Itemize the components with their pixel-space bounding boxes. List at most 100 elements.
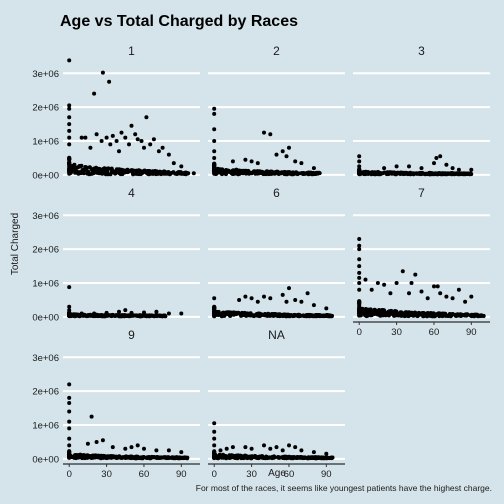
data-point bbox=[387, 309, 392, 314]
data-point bbox=[467, 171, 472, 176]
data-point bbox=[166, 311, 171, 316]
data-point bbox=[67, 312, 72, 317]
data-point bbox=[305, 291, 310, 296]
data-point bbox=[129, 123, 134, 128]
data-point bbox=[369, 313, 374, 318]
data-point bbox=[268, 446, 273, 451]
data-point bbox=[295, 171, 300, 176]
facet-2: 2 bbox=[208, 44, 345, 177]
data-point bbox=[103, 167, 108, 172]
data-point bbox=[212, 312, 217, 317]
data-point bbox=[142, 168, 147, 173]
data-point bbox=[377, 311, 382, 316]
data-point bbox=[322, 456, 327, 460]
data-point bbox=[377, 308, 382, 312]
data-point bbox=[70, 164, 75, 168]
data-point bbox=[463, 299, 468, 304]
data-point bbox=[407, 164, 411, 169]
data-point bbox=[154, 448, 159, 453]
data-point bbox=[67, 115, 72, 120]
data-point bbox=[242, 453, 247, 458]
data-point bbox=[357, 301, 362, 306]
data-point bbox=[438, 291, 443, 296]
data-point bbox=[382, 166, 387, 171]
data-point bbox=[469, 294, 474, 299]
data-point bbox=[258, 170, 263, 175]
data-point bbox=[413, 313, 418, 318]
data-point bbox=[423, 311, 428, 316]
data-point bbox=[311, 166, 316, 171]
data-point bbox=[243, 157, 248, 162]
data-point bbox=[479, 313, 484, 318]
x-tick-label: 30 bbox=[246, 469, 257, 480]
y-axis-label: Total Charged bbox=[10, 213, 21, 275]
data-point bbox=[299, 161, 304, 166]
data-point bbox=[215, 166, 220, 171]
data-point bbox=[212, 429, 217, 434]
data-point bbox=[274, 152, 279, 157]
data-point bbox=[117, 309, 121, 314]
data-point bbox=[212, 309, 217, 314]
data-point bbox=[357, 257, 362, 262]
data-point bbox=[383, 313, 388, 318]
data-point bbox=[171, 161, 176, 166]
data-point bbox=[92, 311, 97, 316]
data-point bbox=[156, 149, 161, 154]
data-point bbox=[185, 171, 190, 176]
data-point bbox=[113, 455, 118, 460]
data-point bbox=[324, 306, 329, 311]
data-point bbox=[191, 171, 196, 176]
data-point bbox=[154, 309, 159, 314]
data-point bbox=[394, 281, 399, 285]
data-point bbox=[135, 443, 140, 448]
y-tick-label: 0e+00 bbox=[32, 454, 59, 465]
facet-strip-label: 3 bbox=[418, 44, 425, 58]
data-point bbox=[133, 132, 138, 137]
data-point bbox=[179, 171, 184, 176]
data-point bbox=[67, 285, 72, 290]
data-point bbox=[155, 171, 160, 176]
data-point bbox=[249, 313, 254, 318]
data-point bbox=[134, 313, 139, 318]
data-point bbox=[444, 162, 449, 167]
facet-NA: NA 0 30 60 90 bbox=[208, 328, 345, 480]
data-point bbox=[159, 455, 164, 460]
data-point bbox=[142, 145, 146, 150]
data-point bbox=[234, 168, 239, 172]
data-point bbox=[357, 154, 362, 159]
data-point bbox=[67, 106, 72, 111]
data-point bbox=[212, 139, 217, 143]
data-point bbox=[357, 270, 362, 275]
data-point bbox=[131, 172, 136, 177]
data-point bbox=[243, 445, 248, 450]
data-point bbox=[149, 313, 154, 318]
data-point bbox=[372, 307, 377, 312]
data-point bbox=[381, 308, 386, 313]
data-point bbox=[75, 171, 80, 175]
data-point bbox=[284, 172, 289, 177]
data-point bbox=[249, 446, 254, 451]
data-point bbox=[293, 159, 298, 164]
data-point bbox=[80, 454, 85, 459]
data-point bbox=[259, 312, 264, 317]
data-point bbox=[100, 438, 105, 443]
data-point bbox=[376, 170, 380, 174]
data-point bbox=[220, 313, 225, 318]
data-point bbox=[67, 135, 72, 140]
data-point bbox=[101, 454, 106, 458]
data-point bbox=[291, 456, 295, 461]
data-point bbox=[275, 314, 280, 318]
data-point bbox=[234, 312, 239, 317]
data-point bbox=[357, 237, 362, 241]
data-point bbox=[280, 448, 285, 453]
facet-4: 4 0e+00 1e+06 2e+06 3e+06 bbox=[32, 186, 200, 323]
data-point bbox=[276, 455, 281, 460]
data-point bbox=[419, 166, 424, 171]
data-point bbox=[287, 443, 291, 448]
data-point bbox=[91, 453, 96, 458]
data-point bbox=[299, 448, 304, 453]
data-point bbox=[419, 289, 424, 294]
y-tick-label: 3e+06 bbox=[32, 211, 59, 222]
data-point bbox=[404, 171, 409, 175]
data-point bbox=[413, 272, 418, 277]
